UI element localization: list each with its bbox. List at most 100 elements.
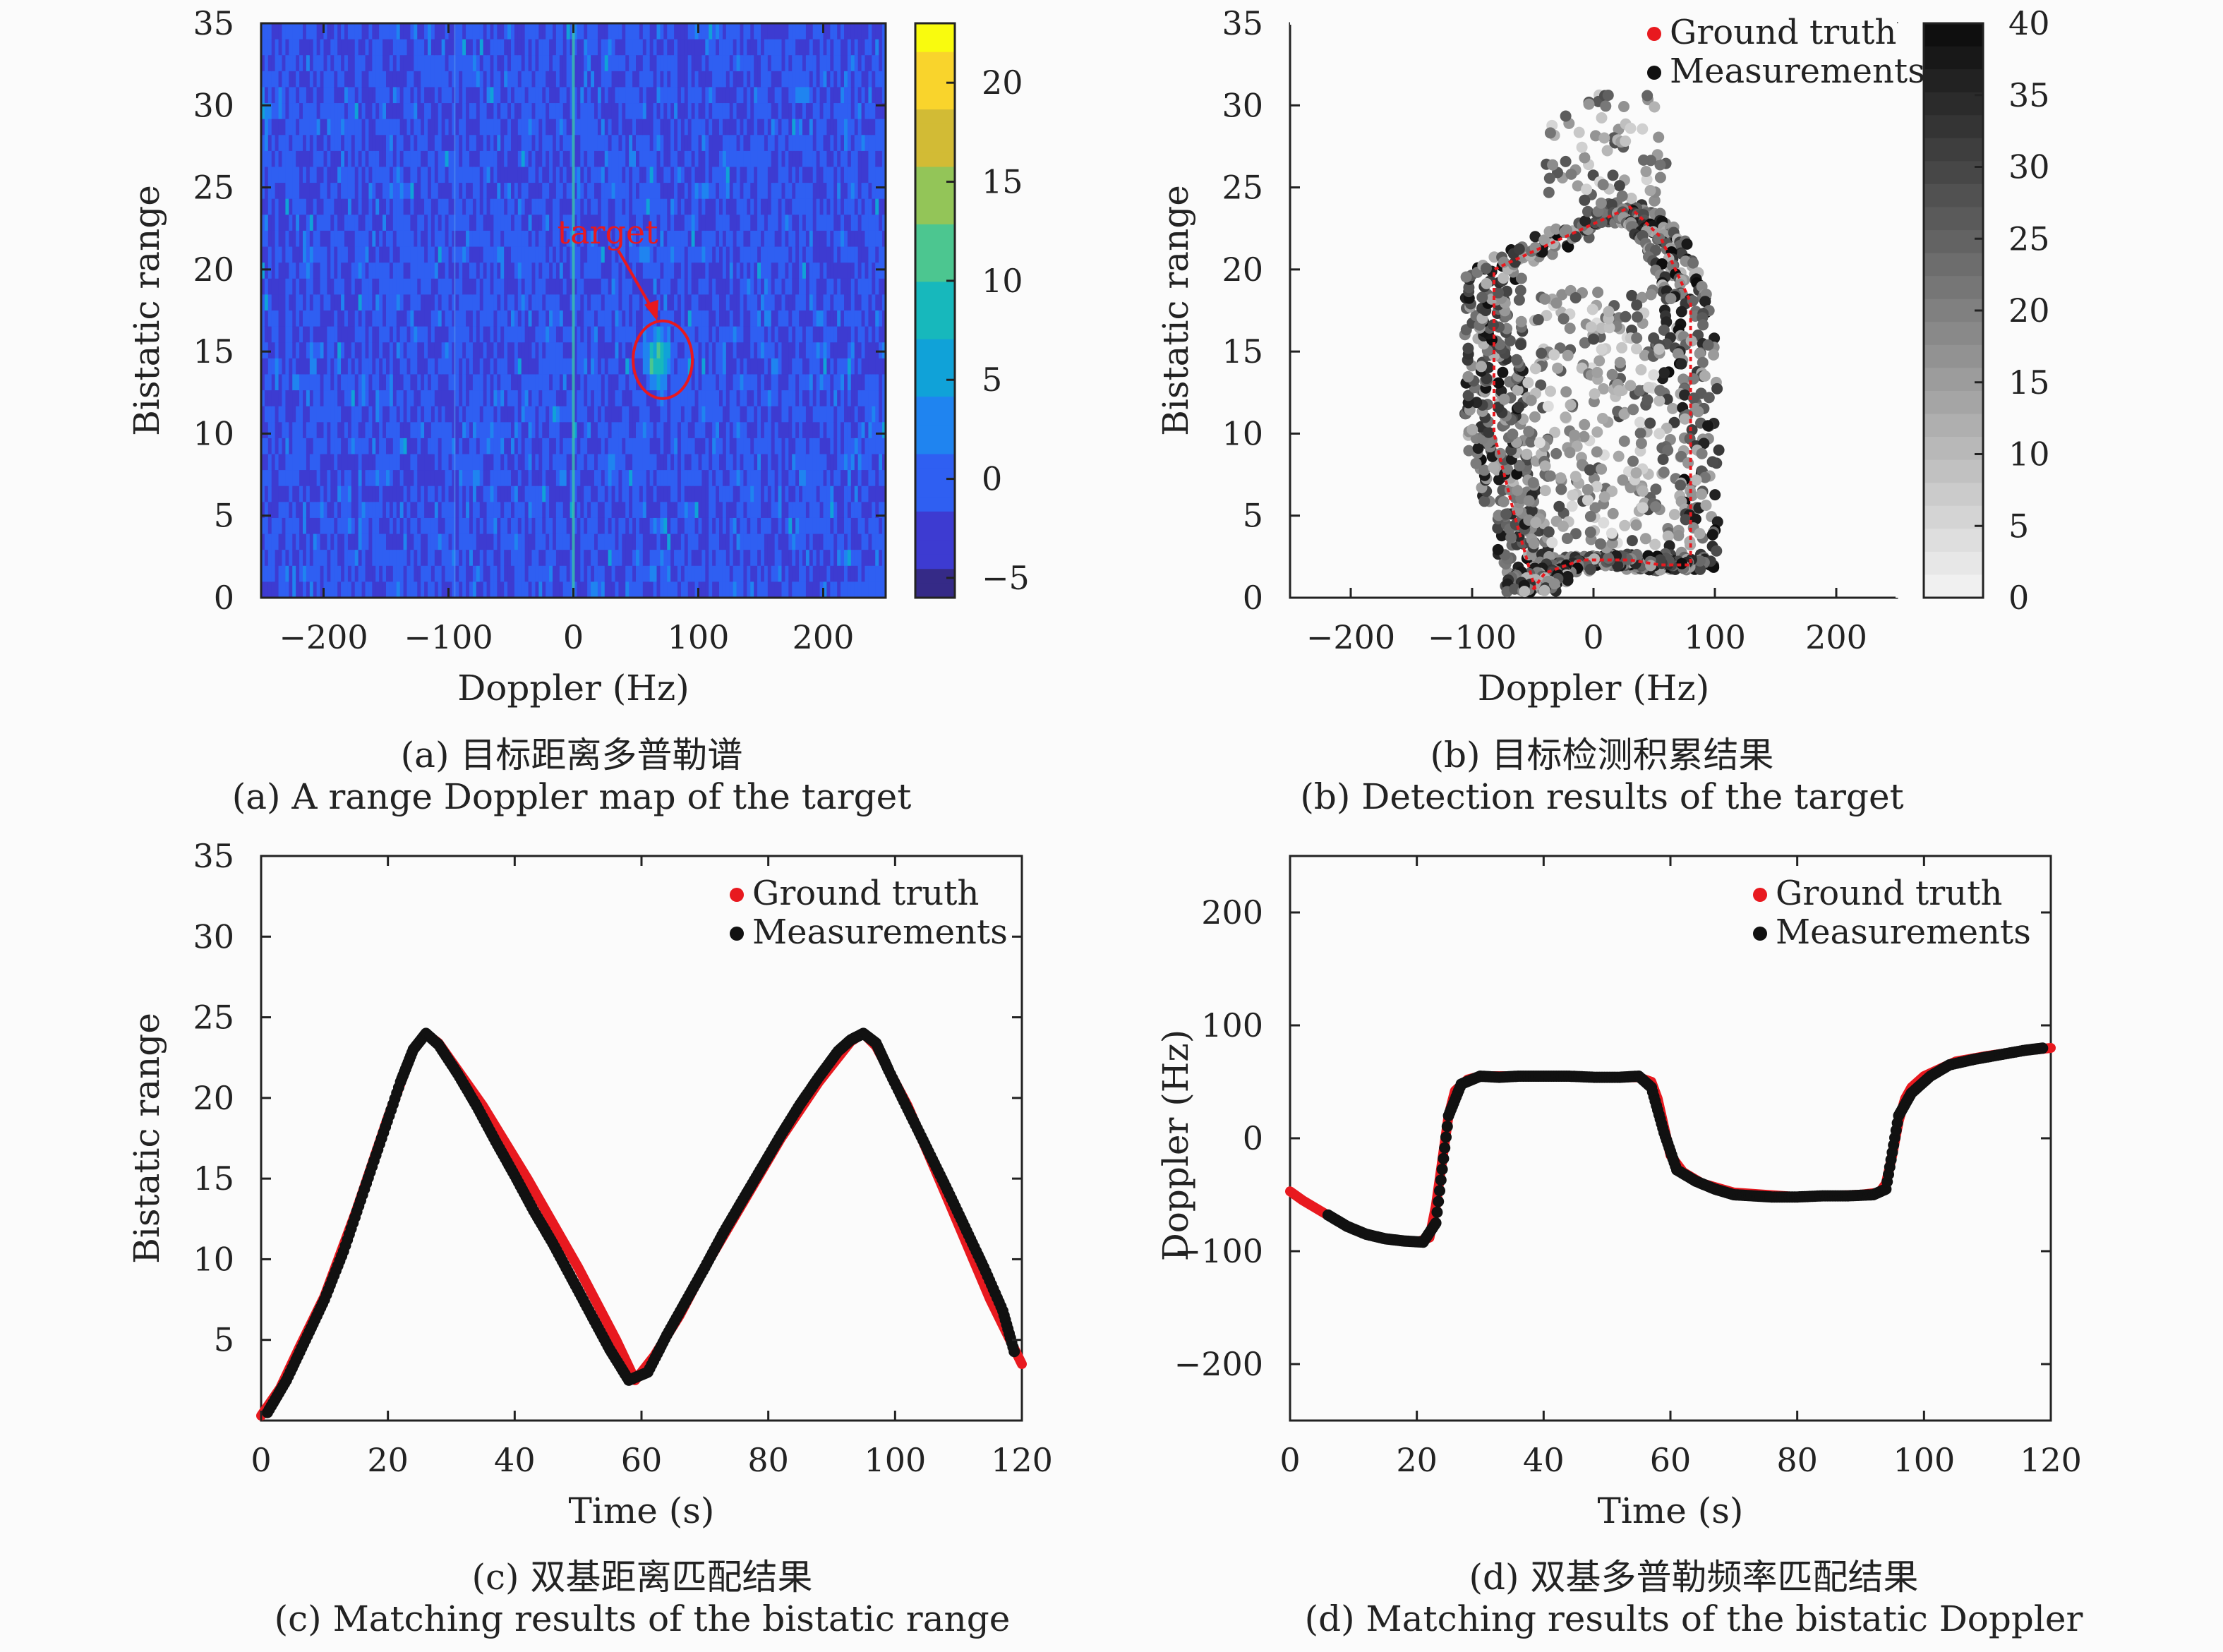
chart-a-cell: [656, 342, 661, 359]
chart-a-cell: [674, 246, 678, 263]
chart-a-cell: [428, 71, 432, 88]
chart-a-cell: [615, 183, 620, 200]
chart-a-cell: [667, 517, 671, 535]
chart-a-cell: [379, 581, 383, 598]
chart-a-cell: [396, 103, 401, 120]
chart-a-cell: [670, 294, 675, 311]
chart-a-cell: [559, 167, 564, 183]
chart-a-cell: [584, 390, 588, 407]
chart-a-cell: [562, 71, 567, 88]
chart-a-cell: [382, 517, 387, 535]
chart-a-cell: [493, 55, 498, 72]
chart-a-cell: [504, 502, 508, 519]
chart-a-cell: [344, 263, 349, 279]
chart-a-cell: [421, 565, 425, 582]
chart-a-cell: [514, 183, 519, 200]
chart-a-cell: [320, 438, 325, 455]
chart-a-cell: [500, 39, 505, 56]
chart-a-cell: [497, 374, 501, 391]
chart-a-cell: [729, 581, 734, 598]
chart-a-cell: [542, 486, 546, 502]
chart-a-cell: [472, 470, 477, 487]
chart-a-cell: [604, 278, 609, 295]
chart-a-cell: [285, 550, 289, 567]
chart-a-cell: [542, 422, 546, 439]
chart-a-cell: [549, 390, 553, 407]
chart-a-cell: [309, 87, 314, 104]
chart-a-cell: [424, 358, 428, 375]
chart-a-cell: [535, 550, 539, 567]
chart-a-cell: [694, 135, 699, 152]
chart-a-cell: [570, 246, 574, 263]
chart-a-cell: [296, 486, 300, 502]
chart-a-cell: [629, 486, 633, 502]
chart-a-cell: [504, 23, 508, 40]
chart-a-cell: [615, 71, 620, 88]
chart-a-cell: [417, 390, 421, 407]
chart-a-cell: [330, 119, 335, 135]
chart-a-cell: [417, 246, 421, 263]
chart-a-cell: [330, 246, 335, 263]
chart-a-cell: [608, 230, 613, 248]
chart-a-cell: [497, 198, 501, 215]
chart-a-cell: [414, 502, 418, 519]
chart-a-cell: [386, 167, 390, 183]
chart-a-cell: [566, 71, 571, 88]
chart-a-cell: [570, 278, 574, 295]
chart-a-cell: [504, 246, 508, 263]
chart-a-cell: [546, 390, 550, 407]
chart-a-cell: [379, 294, 383, 311]
chart-a-cell: [524, 215, 529, 231]
chart-a-cell: [271, 167, 276, 183]
chart-a-cell: [421, 502, 425, 519]
chart-a-cell: [698, 454, 703, 471]
chart-a-cell: [358, 310, 363, 327]
chart-a-cell: [555, 55, 560, 72]
chart-a-cell: [493, 294, 498, 311]
chart-a-cell: [382, 119, 387, 135]
chart-a-cell: [577, 150, 581, 168]
chart-a-cell: [740, 215, 745, 231]
chart-a-cell: [507, 198, 512, 215]
chart-a-cell: [479, 374, 484, 391]
chart-a-cell: [361, 39, 366, 56]
chart-a-cell: [421, 183, 425, 200]
chart-a-cell: [528, 310, 533, 327]
chart-a-cell: [570, 263, 574, 279]
chart-a-cell: [517, 246, 522, 263]
chart-a-cell: [546, 294, 550, 311]
chart-a-cell: [382, 87, 387, 104]
chart-a-cell: [313, 167, 318, 183]
chart-a-cell: [368, 310, 373, 327]
chart-a-cell: [455, 406, 459, 423]
chart-a-cell: [670, 470, 675, 487]
chart-a-cell: [622, 183, 626, 200]
chart-a-cell: [296, 150, 300, 168]
chart-a-cell: [365, 39, 370, 56]
chart-a-cell: [573, 23, 578, 40]
chart-a-cell: [375, 263, 380, 279]
chart-a-cell: [597, 486, 602, 502]
chart-a-cell: [632, 150, 637, 168]
chart-a-cell: [716, 103, 720, 120]
chart-a-cell: [271, 486, 276, 502]
chart-a-cell: [504, 533, 508, 550]
chart-a-cell: [396, 230, 401, 248]
chart-a-cell: [421, 374, 425, 391]
chart-a-cell: [573, 454, 578, 471]
chart-a-cell: [479, 87, 484, 104]
chart-a-cell: [271, 150, 276, 168]
chart-a-cell: [452, 438, 456, 455]
chart-a-cell: [740, 374, 745, 391]
chart-a-cell: [323, 502, 328, 519]
chart-a-cell: [517, 263, 522, 279]
chart-a-cell: [434, 406, 439, 423]
chart-a-cell: [524, 246, 529, 263]
chart-a-cell: [705, 422, 709, 439]
chart-a-cell: [709, 87, 713, 104]
chart-a-cell: [278, 422, 283, 439]
chart-a-cell: [553, 454, 557, 471]
chart-a-cell: [337, 278, 342, 295]
chart-a-cell: [309, 374, 314, 391]
chart-a-cell: [351, 119, 356, 135]
